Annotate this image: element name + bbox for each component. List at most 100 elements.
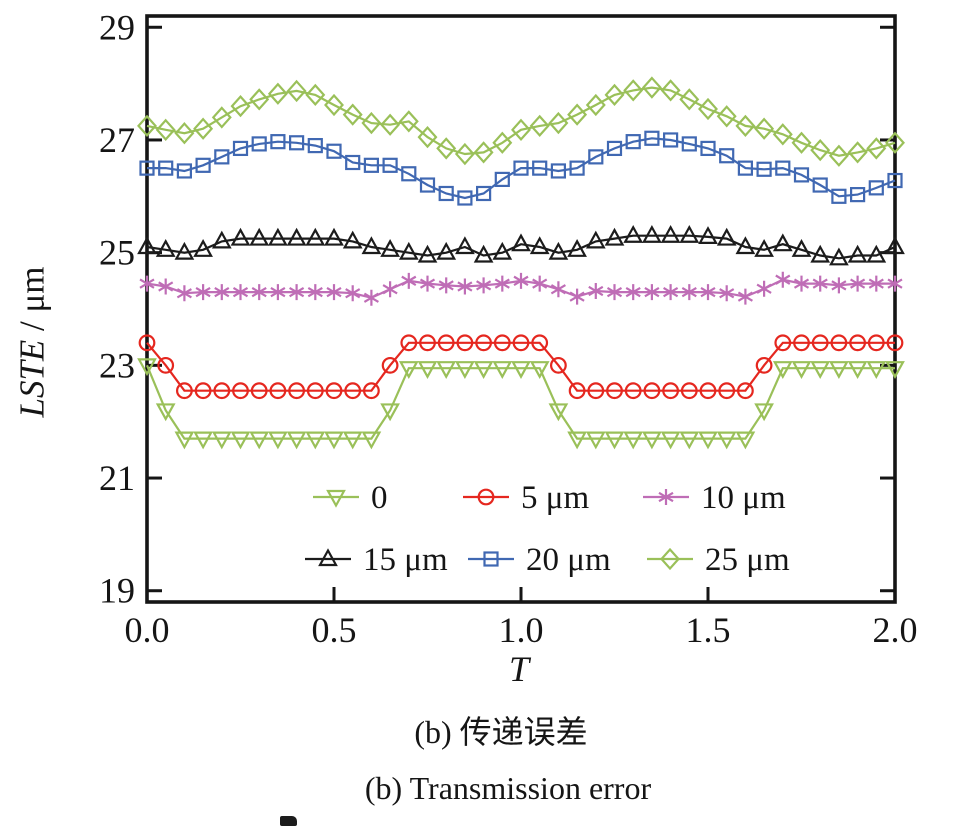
- marker-circle: [288, 382, 306, 400]
- legend-label: 0: [371, 480, 388, 516]
- marker-circle: [587, 382, 605, 400]
- marker-square: [550, 163, 567, 179]
- marker-asterisk: [644, 284, 660, 301]
- marker-square: [251, 136, 267, 152]
- marker-circle: [138, 334, 156, 352]
- marker-circle: [213, 382, 231, 400]
- marker-triangle-up: [193, 239, 213, 257]
- marker-circle: [232, 382, 249, 400]
- marker-triangle-down: [361, 431, 382, 450]
- marker-diamond: [810, 138, 831, 162]
- marker-triangle-down: [735, 431, 756, 450]
- x-axis-title: T: [508, 649, 530, 689]
- marker-triangle-up: [548, 241, 569, 260]
- x-tick-label: 1.0: [499, 610, 544, 650]
- marker-square: [887, 172, 903, 189]
- marker-square: [625, 134, 641, 150]
- marker-asterisk: [214, 284, 230, 301]
- y-tick-label: 21: [99, 458, 135, 498]
- marker-triangle-down: [604, 431, 625, 450]
- marker-square: [419, 177, 436, 193]
- marker-triangle-up: [772, 233, 793, 252]
- marker-circle: [849, 334, 866, 352]
- legend-label: 25 μm: [705, 542, 790, 578]
- series-5um: [138, 334, 904, 400]
- marker-circle: [344, 382, 362, 400]
- marker-diamond: [641, 76, 662, 99]
- legend: 0 5 μm 10 μm 15 μm 20 μm 25 μm: [305, 480, 790, 578]
- marker-diamond: [230, 95, 251, 118]
- marker-triangle-up: [473, 244, 494, 263]
- marker-circle: [830, 334, 848, 352]
- marker-asterisk: [887, 275, 903, 292]
- marker-square: [681, 136, 697, 152]
- x-tick-label: 2.0: [873, 610, 918, 650]
- marker-triangle-down: [660, 431, 681, 450]
- marker-triangle-down: [567, 431, 587, 450]
- marker-asterisk: [658, 489, 674, 505]
- marker-diamond: [492, 131, 513, 154]
- marker-diamond: [660, 547, 680, 571]
- marker-diamond: [679, 88, 700, 111]
- marker-square: [849, 187, 866, 203]
- marker-triangle-up: [268, 227, 288, 246]
- legend-item-0: 0: [313, 480, 388, 516]
- marker-triangle-up: [455, 236, 475, 255]
- marker-square: [326, 143, 342, 159]
- marker-circle: [363, 382, 380, 400]
- marker-circle: [437, 334, 455, 352]
- marker-diamond: [417, 125, 438, 149]
- marker-triangle-up: [511, 233, 531, 252]
- marker-asterisk: [513, 272, 529, 289]
- marker-circle: [269, 382, 287, 400]
- marker-triangle-down: [754, 403, 774, 422]
- marker-circle: [811, 334, 829, 352]
- marker-circle: [680, 382, 698, 400]
- marker-triangle-down: [885, 361, 905, 379]
- marker-triangle-up: [249, 227, 270, 246]
- marker-circle: [737, 382, 754, 400]
- marker-triangle-up: [529, 236, 550, 255]
- marker-diamond: [772, 123, 793, 146]
- marker-asterisk: [550, 281, 566, 298]
- marker-triangle-down: [679, 431, 700, 450]
- marker-asterisk: [588, 282, 604, 299]
- marker-diamond: [361, 111, 382, 135]
- legend-label: 10 μm: [701, 480, 786, 516]
- marker-triangle-down: [810, 361, 831, 379]
- marker-asterisk: [775, 271, 791, 288]
- marker-circle: [643, 382, 661, 400]
- y-axis-title-symbol: LSTE: [12, 339, 52, 418]
- marker-square: [756, 161, 772, 177]
- marker-diamond: [660, 79, 681, 102]
- plot-frame: [145, 14, 897, 604]
- marker-asterisk: [195, 284, 211, 301]
- marker-circle: [606, 382, 623, 400]
- y-tick-label: 27: [99, 120, 135, 160]
- marker-triangle-down: [698, 431, 718, 450]
- marker-triangle-down: [193, 431, 213, 450]
- marker-asterisk: [326, 284, 342, 301]
- marker-triangle-up: [318, 548, 338, 567]
- marker-circle: [867, 334, 885, 352]
- marker-triangle-down: [174, 431, 195, 450]
- marker-triangle-down: [305, 431, 326, 450]
- marker-square: [345, 154, 361, 171]
- marker-asterisk: [438, 277, 454, 294]
- marker-triangle-up: [230, 227, 251, 246]
- marker-asterisk: [457, 278, 473, 295]
- marker-diamond: [604, 83, 625, 107]
- marker-square: [289, 135, 305, 151]
- marker-diamond: [828, 144, 849, 167]
- marker-circle: [624, 382, 642, 400]
- marker-asterisk: [476, 277, 492, 294]
- legend-item-15um: 15 μm: [305, 542, 448, 578]
- marker-triangle-down: [511, 361, 531, 379]
- marker-triangle-up: [155, 239, 176, 257]
- marker-triangle-down: [791, 361, 812, 379]
- marker-circle: [194, 382, 212, 400]
- marker-asterisk: [681, 284, 697, 301]
- marker-triangle-up: [847, 244, 868, 263]
- marker-asterisk: [382, 281, 398, 298]
